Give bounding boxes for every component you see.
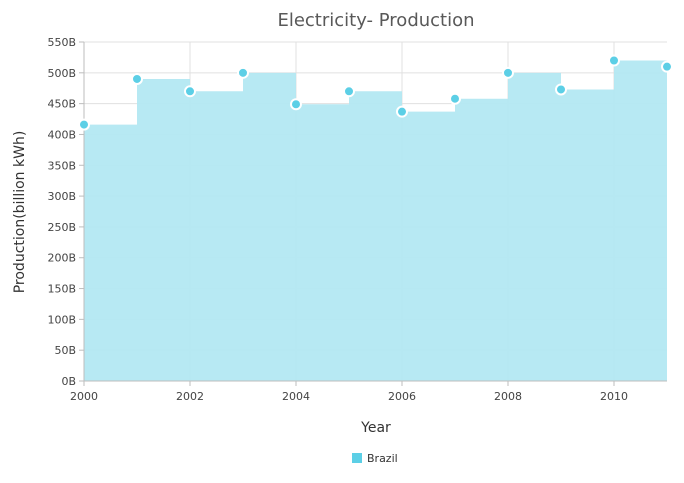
y-tick-label: 550B [47, 36, 76, 49]
legend-swatch-brazil[interactable] [352, 453, 362, 463]
chart-title: Electricity- Production [277, 10, 474, 31]
data-point-marker[interactable] [502, 66, 514, 79]
y-tick-label: 50B [54, 344, 76, 357]
data-point-marker[interactable] [78, 118, 90, 131]
y-tick-label: 350B [47, 159, 76, 172]
legend[interactable]: Brazil [352, 452, 398, 465]
data-point-marker[interactable] [343, 85, 355, 98]
y-tick-label: 0B [61, 375, 76, 388]
area-layer [84, 60, 667, 382]
axis-layer: 0B 50B 100B 150B 200B 250B 300B 350B 400B 450B 500… [47, 36, 667, 403]
x-tick-label: 2008 [494, 390, 522, 403]
x-tick-label: 2006 [388, 390, 416, 403]
legend-label-brazil[interactable]: Brazil [367, 452, 398, 465]
data-point-marker[interactable] [184, 85, 196, 98]
x-tick-label: 2000 [70, 390, 98, 403]
y-tick-label: 200B [47, 252, 76, 265]
y-tick-label: 300B [47, 190, 76, 203]
x-tick-label: 2010 [600, 390, 628, 403]
data-point-marker[interactable] [131, 72, 143, 85]
data-point-marker[interactable] [555, 83, 567, 96]
data-point-marker[interactable] [290, 98, 302, 111]
y-tick-label: 450B [47, 98, 76, 111]
data-point-marker[interactable] [449, 92, 461, 105]
series-area-brazil[interactable] [84, 60, 667, 382]
data-point-marker[interactable] [661, 60, 673, 73]
y-tick-label: 150B [47, 283, 76, 296]
data-point-marker[interactable] [396, 105, 408, 118]
data-point-marker[interactable] [237, 66, 249, 79]
y-axis-title: Production(billion kWh) [12, 131, 28, 294]
y-tick-label: 400B [47, 128, 76, 141]
x-tick-label: 2002 [176, 390, 204, 403]
x-axis-title: Year [360, 420, 391, 436]
y-tick-label: 500B [47, 67, 76, 80]
y-tick-label: 100B [47, 313, 76, 326]
y-tick-label: 250B [47, 221, 76, 234]
data-point-marker[interactable] [608, 54, 620, 67]
x-tick-label: 2004 [282, 390, 310, 403]
marker-layer [78, 54, 673, 131]
